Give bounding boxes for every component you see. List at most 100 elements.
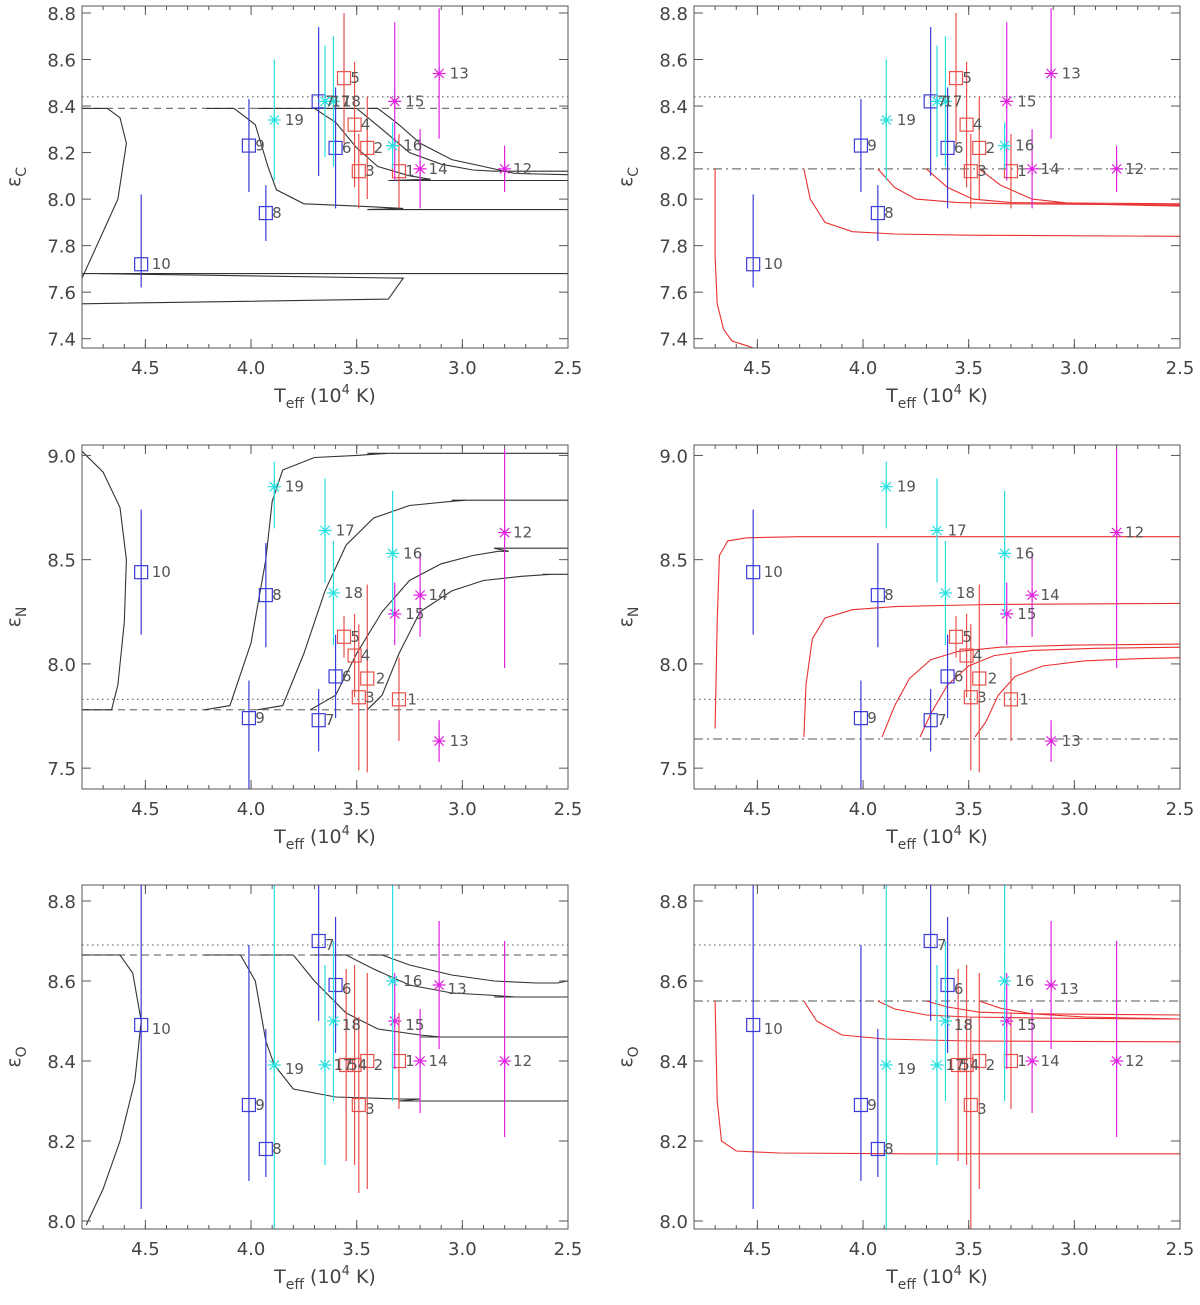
- point-label: 2: [374, 1056, 384, 1074]
- data-point-17: [318, 94, 332, 108]
- model-track: [366, 573, 568, 711]
- x-axis-label: Teff (104 K): [885, 824, 988, 853]
- data-point-14: [1025, 1054, 1039, 1068]
- data-point-10: [134, 257, 149, 272]
- data-point-15: [388, 607, 402, 621]
- data-point-17: [318, 523, 332, 537]
- y-tick-label: 8.8: [47, 892, 76, 913]
- x-tick-label: 4.5: [743, 1239, 772, 1260]
- point-label: 8: [884, 586, 894, 604]
- model-track: [714, 1000, 1180, 1155]
- x-tick-label: 4.0: [237, 358, 266, 379]
- x-axis-label-part: (10: [304, 385, 342, 407]
- point-label: 16: [403, 972, 422, 990]
- y-tick-label: 8.5: [659, 551, 688, 572]
- model-track: [367, 107, 568, 176]
- x-tick-label: 3.0: [448, 358, 477, 379]
- data-point-4: [347, 117, 362, 132]
- data-point-1: [391, 692, 407, 707]
- data-point-13: [1044, 66, 1058, 80]
- x-axis-label-part: eff: [286, 1277, 305, 1293]
- y-tick-label: 7.8: [659, 237, 688, 258]
- plot-frame: [81, 884, 569, 1230]
- point-label: 6: [954, 980, 964, 998]
- point-label: 16: [1015, 972, 1034, 990]
- data-point-9: [853, 711, 869, 726]
- data-point-19: [879, 480, 893, 494]
- point-label: 2: [986, 1056, 996, 1074]
- x-axis-label: Teff (104 K): [885, 383, 988, 412]
- y-tick-label: 8.8: [659, 4, 688, 25]
- point-label: 1: [407, 690, 417, 708]
- x-axis-label-part: eff: [898, 396, 917, 412]
- point-label: 5: [350, 628, 360, 646]
- x-axis-label-part: K): [962, 826, 988, 848]
- data-point-16: [998, 139, 1012, 153]
- point-label: 15: [405, 605, 424, 623]
- point-label: 17: [943, 92, 962, 110]
- y-tick-label: 8.0: [47, 190, 76, 211]
- x-axis-label-part: K): [962, 385, 988, 407]
- data-point-5: [339, 1057, 354, 1073]
- y-axis-label-symbol: ε: [615, 1057, 637, 1067]
- point-label: 15: [1017, 92, 1036, 110]
- x-tick-label: 3.0: [1060, 1239, 1089, 1260]
- data-point-1: [391, 164, 407, 179]
- point-label: 8: [272, 1140, 282, 1158]
- y-axis-label-subscript: N: [14, 607, 30, 617]
- data-point-18: [326, 94, 340, 108]
- point-label: 14: [1041, 160, 1060, 178]
- x-tick-label: 3.0: [1060, 799, 1089, 820]
- point-label: 17: [333, 1056, 352, 1074]
- x-tick-label: 3.5: [342, 358, 371, 379]
- point-label: 14: [429, 160, 448, 178]
- y-axis-label-symbol: ε: [3, 177, 25, 187]
- x-axis-label-part: K): [350, 1266, 376, 1288]
- x-axis-label: Teff (104 K): [273, 1264, 376, 1293]
- x-tick-label: 4.5: [131, 358, 160, 379]
- data-point-15: [388, 94, 402, 108]
- point-label: 5: [350, 69, 360, 87]
- point-label: 2: [374, 139, 384, 157]
- data-point-6: [328, 140, 343, 156]
- point-label: 2: [986, 139, 996, 157]
- x-axis-label-part: 4: [342, 824, 350, 839]
- x-axis-label-part: T: [885, 826, 898, 848]
- y-tick-label: 8.2: [659, 144, 688, 165]
- point-label: 19: [897, 478, 916, 496]
- data-point-12: [1110, 1054, 1124, 1068]
- data-point-2: [360, 140, 375, 156]
- point-label: 14: [1041, 586, 1060, 604]
- data-point-16: [386, 974, 400, 988]
- x-tick-label: 2.5: [1166, 1239, 1195, 1260]
- y-tick-label: 7.8: [47, 237, 76, 258]
- data-point-8: [870, 205, 885, 221]
- model-track: [309, 547, 568, 711]
- model-track: [206, 107, 568, 211]
- point-label: 10: [152, 1020, 171, 1038]
- point-label: 19: [285, 478, 304, 496]
- point-label: 12: [1125, 524, 1144, 542]
- data-point-8: [258, 1141, 273, 1157]
- point-label: 10: [764, 255, 783, 273]
- x-axis-label: Teff (104 K): [273, 824, 376, 853]
- x-tick-label: 3.0: [1060, 358, 1089, 379]
- model-track: [82, 273, 405, 305]
- data-point-6: [940, 140, 955, 156]
- y-tick-label: 8.4: [47, 97, 76, 118]
- model-track: [714, 536, 1180, 729]
- point-label: 16: [403, 544, 422, 562]
- point-label: 9: [255, 1096, 265, 1114]
- point-label: 2: [376, 670, 386, 688]
- x-tick-label: 2.5: [554, 799, 583, 820]
- data-point-9: [241, 138, 257, 153]
- model-track: [974, 657, 1180, 738]
- plot-frame: [81, 5, 569, 349]
- data-point-12: [1110, 162, 1124, 176]
- y-tick-label: 8.0: [47, 1212, 76, 1233]
- point-label: 18: [954, 1016, 973, 1034]
- data-point-19: [879, 113, 893, 127]
- plot-frame: [693, 884, 1181, 1230]
